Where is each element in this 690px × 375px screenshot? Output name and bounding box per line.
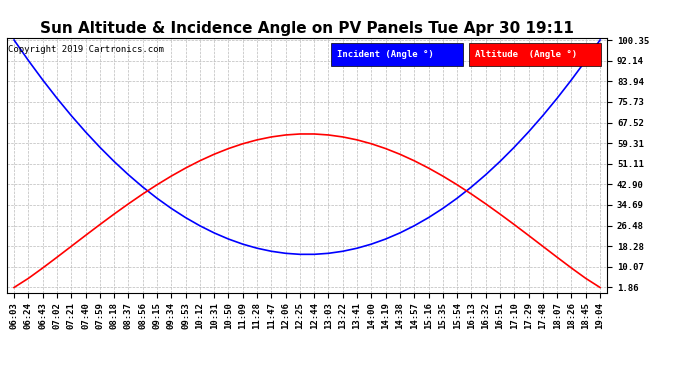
FancyBboxPatch shape <box>469 43 601 66</box>
Text: Altitude  (Angle °): Altitude (Angle °) <box>475 50 578 58</box>
Text: Incident (Angle °): Incident (Angle °) <box>337 50 434 58</box>
FancyBboxPatch shape <box>331 43 463 66</box>
Text: Copyright 2019 Cartronics.com: Copyright 2019 Cartronics.com <box>8 45 164 54</box>
Title: Sun Altitude & Incidence Angle on PV Panels Tue Apr 30 19:11: Sun Altitude & Incidence Angle on PV Pan… <box>40 21 574 36</box>
